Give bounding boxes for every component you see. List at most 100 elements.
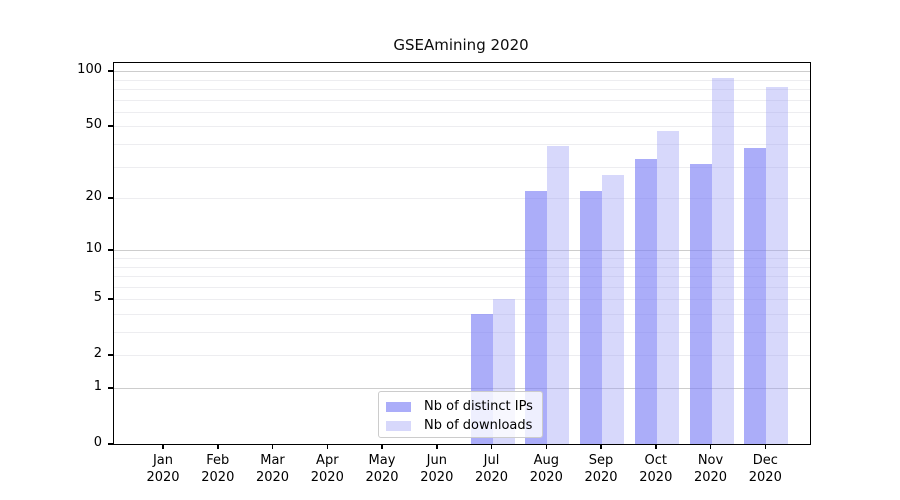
x-tick-month: Jan xyxy=(152,453,174,468)
y-gridline-minor-9 xyxy=(114,258,810,259)
bar-downloads-dec xyxy=(766,87,789,444)
y-gridline-minor-6 xyxy=(114,286,810,288)
bar-ips-aug xyxy=(525,190,548,444)
chart-title: GSEAmining 2020 xyxy=(393,36,529,54)
x-tick-month: Jul xyxy=(483,453,500,468)
x-tick-year: 2020 xyxy=(365,470,399,485)
y-tick-label-1: 1 xyxy=(93,379,102,394)
x-tick-year: 2020 xyxy=(529,470,563,485)
y-tick-mark-5 xyxy=(108,298,113,300)
bar-ips-oct xyxy=(634,159,657,444)
x-tick-mark-dec xyxy=(764,444,766,449)
x-tick-month: Mar xyxy=(260,453,285,468)
plot-area xyxy=(113,62,811,445)
x-tick-label-sep: Sep 2020 xyxy=(566,452,636,486)
y-tick-label-20: 20 xyxy=(85,189,102,204)
x-tick-year: 2020 xyxy=(584,470,618,485)
x-tick-year: 2020 xyxy=(748,470,782,485)
legend-label-distinct-ips: Nb of distinct IPs xyxy=(424,399,533,414)
bar-downloads-oct xyxy=(656,131,679,444)
x-tick-label-aug: Aug 2020 xyxy=(511,452,581,486)
y-tick-mark-10 xyxy=(108,249,113,251)
y-gridline-major-10 xyxy=(114,250,810,252)
legend-swatch-downloads xyxy=(386,420,411,431)
y-gridline-minor-7 xyxy=(114,276,810,277)
y-tick-label-0: 0 xyxy=(93,435,102,450)
x-tick-month: May xyxy=(368,453,396,468)
y-gridline-minor-4 xyxy=(114,314,810,315)
y-gridline-minor-5 xyxy=(114,299,810,301)
y-gridline-major-1 xyxy=(114,388,810,389)
bar-downloads-nov xyxy=(711,77,734,444)
y-tick-mark-2 xyxy=(108,354,113,356)
y-gridline-minor-20 xyxy=(114,198,810,199)
bar-ips-sep xyxy=(580,190,602,444)
y-gridline-minor-8 xyxy=(114,266,810,268)
x-tick-month: Apr xyxy=(316,453,339,468)
x-tick-mark-nov xyxy=(709,444,712,449)
grid-layer xyxy=(114,63,810,444)
x-tick-label-jun: Jun 2020 xyxy=(402,452,472,486)
y-gridline-minor-80 xyxy=(114,88,810,90)
x-tick-year: 2020 xyxy=(310,470,344,485)
y-gridline-minor-60 xyxy=(114,111,810,113)
x-tick-month: Nov xyxy=(697,453,724,468)
bar-layer xyxy=(114,63,810,444)
y-tick-mark-50 xyxy=(108,125,113,127)
x-tick-label-nov: Nov 2020 xyxy=(676,452,746,486)
x-tick-month: Oct xyxy=(644,453,668,468)
x-tick-year: 2020 xyxy=(420,470,454,485)
y-gridline-major-100 xyxy=(114,71,810,73)
x-tick-year: 2020 xyxy=(201,470,235,485)
x-tick-year: 2020 xyxy=(693,470,728,485)
x-tick-mark-jun xyxy=(436,444,438,449)
legend-swatch-distinct-ips xyxy=(386,401,411,412)
legend: Nb of distinct IPs Nb of downloads xyxy=(378,391,543,438)
x-tick-month: Dec xyxy=(752,453,778,468)
y-gridline-minor-70 xyxy=(114,99,810,101)
x-tick-month: Sep xyxy=(588,453,614,468)
legend-entry-downloads: Nb of downloads xyxy=(386,416,542,435)
x-tick-mark-jan xyxy=(162,444,164,449)
x-tick-mark-mar xyxy=(271,444,274,449)
y-tick-mark-1 xyxy=(108,387,113,389)
x-tick-label-dec: Dec 2020 xyxy=(730,452,800,486)
x-tick-year: 2020 xyxy=(639,470,673,485)
x-tick-label-feb: Feb 2020 xyxy=(183,452,253,486)
bar-ips-nov xyxy=(689,164,712,444)
y-tick-label-50: 50 xyxy=(85,117,102,133)
x-tick-mark-jul xyxy=(490,444,493,449)
y-tick-mark-0 xyxy=(108,443,113,445)
x-tick-label-apr: Apr 2020 xyxy=(292,452,362,486)
y-tick-label-10: 10 xyxy=(85,241,102,257)
y-tick-label-100: 100 xyxy=(77,62,102,78)
x-tick-mark-aug xyxy=(545,444,547,449)
x-tick-month: Jun xyxy=(426,453,447,468)
x-tick-mark-sep xyxy=(600,444,602,449)
x-tick-label-mar: Mar 2020 xyxy=(238,452,308,486)
y-tick-label-5: 5 xyxy=(93,290,102,306)
x-tick-mark-may xyxy=(381,444,383,449)
y-gridline-minor-30 xyxy=(114,166,810,168)
bar-downloads-sep xyxy=(602,174,624,444)
x-tick-mark-feb xyxy=(217,444,219,449)
y-tick-mark-100 xyxy=(108,70,113,72)
y-tick-label-2: 2 xyxy=(93,346,102,362)
y-gridline-minor-3 xyxy=(114,332,810,333)
y-tick-mark-20 xyxy=(108,197,113,199)
x-tick-year: 2020 xyxy=(255,470,290,485)
legend-label-downloads: Nb of downloads xyxy=(424,418,533,433)
x-tick-mark-oct xyxy=(655,444,657,449)
x-tick-year: 2020 xyxy=(474,470,509,485)
bar-ips-dec xyxy=(744,148,767,444)
x-tick-label-oct: Oct 2020 xyxy=(621,452,691,486)
x-tick-label-jul: Jul 2020 xyxy=(457,452,527,486)
bar-downloads-aug xyxy=(547,145,570,444)
x-tick-label-may: May 2020 xyxy=(347,452,417,486)
x-tick-label-jan: Jan 2020 xyxy=(128,452,198,486)
y-gridline-minor-40 xyxy=(114,143,810,145)
legend-entry-distinct-ips: Nb of distinct IPs xyxy=(386,397,542,416)
x-tick-month: Aug xyxy=(533,453,559,468)
x-tick-year: 2020 xyxy=(146,470,180,485)
